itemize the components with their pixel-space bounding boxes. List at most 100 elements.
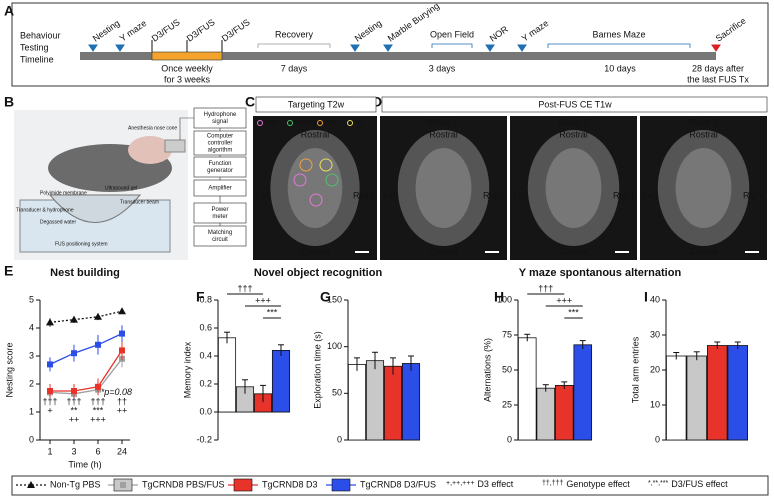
- y-tick-label: 75: [502, 329, 512, 339]
- orientation-label: Left: [643, 190, 659, 200]
- phase-bracket: [431, 43, 473, 48]
- flow-label: signal: [212, 119, 228, 125]
- bar: [707, 345, 728, 441]
- region-key: [257, 120, 263, 126]
- marker: [119, 330, 125, 337]
- event-label: D3/FUS: [185, 17, 217, 44]
- flow-box: [193, 130, 247, 156]
- orientation-label: Left: [256, 190, 272, 200]
- effect-legend: +,++,+++ D3 effect: [446, 479, 514, 489]
- orientation-label: Caudal: [301, 246, 330, 256]
- flow-label: controller: [208, 141, 233, 147]
- legend-marker: [27, 481, 35, 488]
- marker: [47, 361, 53, 368]
- x-tick-label: 3: [71, 446, 76, 456]
- orientation-label: Right: [743, 190, 765, 200]
- orientation-label: Caudal: [429, 246, 458, 256]
- timeline-box: [11, 2, 769, 87]
- target-spot: [309, 193, 323, 207]
- stat-annotation: †††: [66, 397, 81, 407]
- marker: [95, 383, 101, 390]
- x-tick-label: 1: [47, 446, 52, 456]
- interval-label: Once weekly: [161, 63, 213, 73]
- x-axis-title: Time (h): [68, 459, 101, 469]
- week-label: Week 2: [558, 117, 588, 127]
- nose-cone: [164, 139, 186, 153]
- panel-letter: I: [644, 289, 648, 305]
- brain-inner: [545, 148, 602, 228]
- timeline-heading: Behaviour: [20, 30, 61, 40]
- y-tick-label: 100: [327, 341, 342, 351]
- sig-label: ***: [267, 307, 278, 317]
- setup-label: Ultrasound gel: [105, 185, 137, 191]
- sig-label: +++: [255, 295, 271, 305]
- marker: [119, 347, 125, 354]
- interval-label: 10 days: [604, 63, 636, 73]
- bar: [727, 345, 748, 441]
- y-axis-title: Nesting score: [4, 342, 14, 397]
- flow-label: Computer: [207, 134, 233, 140]
- orientation-label: Caudal: [689, 246, 718, 256]
- interval-label: 7 days: [281, 63, 308, 73]
- event-marker: [350, 44, 360, 52]
- target-spot: [325, 173, 339, 187]
- region-key: [287, 120, 293, 126]
- sig-label: †††: [538, 283, 553, 293]
- region-label: MS/DBB: [295, 121, 318, 127]
- phase-label: Open Field: [430, 29, 474, 39]
- setup-label: Degassed water: [40, 219, 76, 225]
- effect-label: D3 effect: [477, 479, 513, 489]
- y-tick-label: 3: [29, 350, 34, 360]
- region-label: HF: [355, 121, 363, 127]
- c-header: [255, 96, 377, 113]
- transducer: [48, 194, 142, 223]
- bar: [365, 360, 385, 441]
- panel-letter: C: [245, 94, 255, 110]
- setup-label: Anesthesia nose cone: [128, 125, 177, 131]
- orientation-label: Rostral: [429, 129, 458, 139]
- flow-label: Matching: [208, 230, 232, 236]
- sig-label: ***: [568, 307, 579, 317]
- sig-label: +++: [556, 295, 572, 305]
- y-tick-label: 50: [502, 364, 512, 374]
- stat-annotation: **: [70, 406, 78, 416]
- y-tick-label: 0: [507, 434, 512, 444]
- event-marker: [383, 44, 393, 52]
- bar: [347, 363, 367, 441]
- bar: [383, 365, 403, 441]
- phase-bracket: [547, 43, 691, 48]
- y-tick-label: 100: [497, 294, 512, 304]
- d-title: Post-FUS CE T1w: [538, 99, 612, 109]
- bar: [666, 355, 687, 441]
- region-key: [317, 120, 323, 126]
- event-marker: [88, 44, 98, 52]
- orientation-label: Left: [383, 190, 399, 200]
- event-label: Nesting: [91, 18, 122, 44]
- chart-title: Novel object recognition: [254, 267, 383, 279]
- flow-label: meter: [212, 214, 227, 220]
- flow-box: [193, 225, 247, 247]
- timeline-heading: Testing: [20, 42, 49, 52]
- y-tick-label: 40: [650, 294, 660, 304]
- legend-label: Non-Tg PBS: [50, 479, 101, 489]
- bar: [573, 344, 593, 441]
- week-label: Week 3: [688, 117, 718, 127]
- y-tick-label: 30: [650, 329, 660, 339]
- target-spot: [319, 158, 333, 172]
- phase-label: Barnes Maze: [592, 29, 645, 39]
- stat-annotation: ††: [117, 397, 127, 407]
- orientation-label: Right: [353, 190, 375, 200]
- stat-note: *p=0.08: [101, 387, 132, 397]
- panel-letter: E: [4, 263, 13, 279]
- target-spot: [299, 158, 313, 172]
- flow-label: circuit: [212, 237, 228, 243]
- panel-letter: F: [196, 289, 205, 305]
- flow-label: algorithm: [208, 148, 233, 154]
- setup-label: Polyimide membrane: [40, 190, 87, 196]
- setup-label: Transducer & hydrophone: [16, 207, 74, 213]
- region-label: NBM: [265, 121, 278, 127]
- stat-annotation: +++: [90, 415, 106, 425]
- y-axis-title: Total arm entries: [630, 336, 640, 403]
- bar: [217, 337, 237, 413]
- phase-bracket: [257, 43, 331, 48]
